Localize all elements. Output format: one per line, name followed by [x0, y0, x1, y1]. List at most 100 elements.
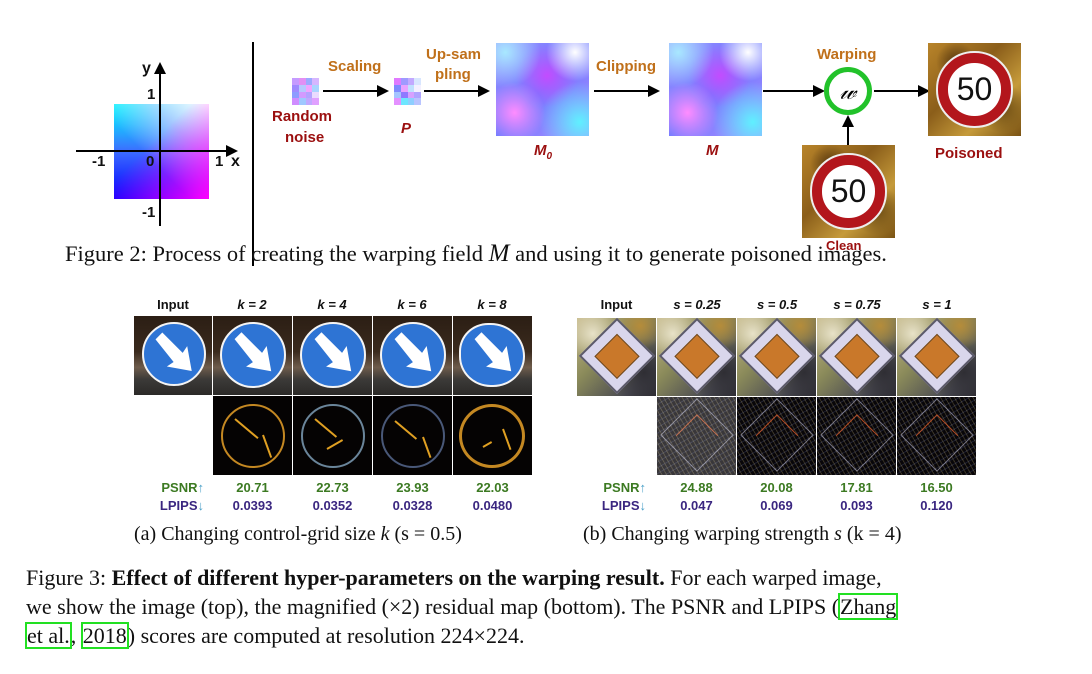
- psnr-value: 20.71: [236, 480, 269, 495]
- warped-image: [737, 318, 816, 396]
- m0-field-image: [496, 43, 589, 136]
- arrow-right-icon: [763, 85, 825, 97]
- x-tick-left: -1: [92, 153, 106, 170]
- psnr-label-text: PSNR: [603, 480, 640, 495]
- column-header: s = 0.5: [756, 297, 798, 312]
- residual-map: [293, 396, 372, 475]
- figure-3-caption-line-2: we show the image (top), the magnified (…: [26, 592, 899, 621]
- psnr-label-text: PSNR: [161, 480, 198, 495]
- x-tick-right: 1: [215, 153, 224, 170]
- lpips-value: 0.0480: [472, 498, 513, 513]
- input-image: [577, 318, 656, 396]
- panel-b-caption: (b) Changing warping strength s (k = 4): [583, 523, 901, 546]
- caption-text: For each warped image,: [664, 565, 882, 590]
- residual-map: [897, 397, 976, 475]
- origin-label: 0: [146, 153, 155, 170]
- caption-text: we show the image (top), the magnified (…: [26, 594, 840, 619]
- lpips-value: 0.069: [760, 498, 793, 513]
- column-header: k = 2: [237, 297, 267, 312]
- column-header: Input: [600, 297, 633, 312]
- down-arrow-icon: ↓: [639, 498, 647, 513]
- clipping-step-label: Clipping: [596, 58, 656, 75]
- column-header: s = 1: [922, 297, 952, 312]
- residual-map: [213, 396, 292, 475]
- column-header: k = 6: [397, 297, 427, 312]
- m-field-image: [669, 43, 762, 136]
- arrow-sign-icon: [474, 332, 512, 372]
- citation-year-link[interactable]: 2018: [80, 622, 129, 649]
- clean-sign-image: 50: [802, 145, 895, 238]
- y-axis-arrowhead-icon: [154, 62, 166, 74]
- lpips-label: LPIPS↓: [580, 498, 656, 513]
- lpips-value: 0.120: [920, 498, 953, 513]
- caption-text: and using it to generate poisoned images…: [509, 241, 887, 266]
- arrow-sign-icon: [394, 332, 432, 372]
- lpips-label-text: LPIPS: [159, 498, 198, 513]
- residual-map: [817, 397, 896, 475]
- psnr-label: PSNR↑: [140, 480, 212, 495]
- warped-image: [373, 316, 452, 395]
- p-tile: [394, 78, 421, 105]
- up-arrow-icon: ↑: [197, 480, 205, 495]
- clean-label: Clean: [826, 238, 862, 253]
- m0-label: M0: [534, 142, 552, 162]
- caption-text: ,: [70, 623, 82, 648]
- column-header: k = 4: [317, 297, 347, 312]
- column-header: k = 8: [477, 297, 507, 312]
- residual-map: [737, 397, 816, 475]
- warped-image: [213, 316, 292, 395]
- m0-subscript: 0: [546, 151, 553, 162]
- y-tick-bottom: -1: [142, 204, 156, 221]
- arrow-right-icon: [594, 85, 660, 97]
- psnr-value: 20.08: [760, 480, 793, 495]
- figure-3-caption-line-3: et al., 2018) scores are computed at res…: [25, 621, 524, 650]
- column-header: Input: [157, 297, 189, 312]
- citation-link[interactable]: Zhang: [838, 593, 899, 620]
- p-label: P: [401, 120, 412, 137]
- caption-label: Figure 3:: [26, 565, 112, 590]
- residual-map: [657, 397, 736, 475]
- arrow-sign-icon: [155, 332, 192, 372]
- arrow-right-icon: [874, 85, 930, 97]
- random-noise-tile: [292, 78, 319, 105]
- y-axis-label: y: [142, 60, 151, 77]
- column-header: s = 0.25: [673, 297, 721, 312]
- psnr-value: 22.03: [476, 480, 509, 495]
- down-arrow-icon: ↓: [197, 498, 205, 513]
- column-header: s = 0.75: [833, 297, 881, 312]
- warp-symbol: 𝓌: [839, 77, 857, 105]
- warped-image: [817, 318, 896, 396]
- y-tick-top: 1: [147, 86, 156, 103]
- upsampling-step-label-1: Up-sam: [426, 46, 482, 63]
- lpips-label: LPIPS↓: [140, 498, 212, 513]
- arrow-up-icon: [842, 115, 854, 145]
- m-label: M: [706, 142, 719, 159]
- lpips-value: 0.0393: [232, 498, 273, 513]
- warp-operator-icon: 𝓌: [824, 67, 872, 115]
- caption-math: M: [488, 240, 510, 267]
- lpips-value: 0.0328: [392, 498, 433, 513]
- arrow-right-icon: [323, 85, 389, 97]
- caption-math: s: [834, 523, 842, 545]
- up-arrow-icon: ↑: [639, 480, 647, 495]
- psnr-value: 17.81: [840, 480, 873, 495]
- warped-image: [897, 318, 976, 396]
- figure-3-caption-line-1: Figure 3: Effect of different hyper-para…: [26, 563, 882, 592]
- lpips-value: 0.047: [680, 498, 713, 513]
- caption-bold: Effect of different hyper-parameters on …: [111, 565, 665, 590]
- random-noise-label-2: noise: [285, 129, 325, 146]
- input-image: [134, 316, 212, 395]
- random-noise-label-1: Random: [272, 108, 332, 125]
- psnr-value: 22.73: [316, 480, 349, 495]
- poisoned-label: Poisoned: [935, 145, 1003, 162]
- psnr-value: 23.93: [396, 480, 429, 495]
- residual-map: [373, 396, 452, 475]
- lpips-value: 0.093: [840, 498, 873, 513]
- caption-text: (s = 0.5): [389, 523, 462, 545]
- caption-math: k: [380, 523, 390, 545]
- psnr-value: 24.88: [680, 480, 713, 495]
- citation-link[interactable]: et al.: [25, 622, 72, 649]
- sign-number: 50: [830, 172, 867, 209]
- panel-divider: [252, 42, 254, 266]
- psnr-value: 16.50: [920, 480, 953, 495]
